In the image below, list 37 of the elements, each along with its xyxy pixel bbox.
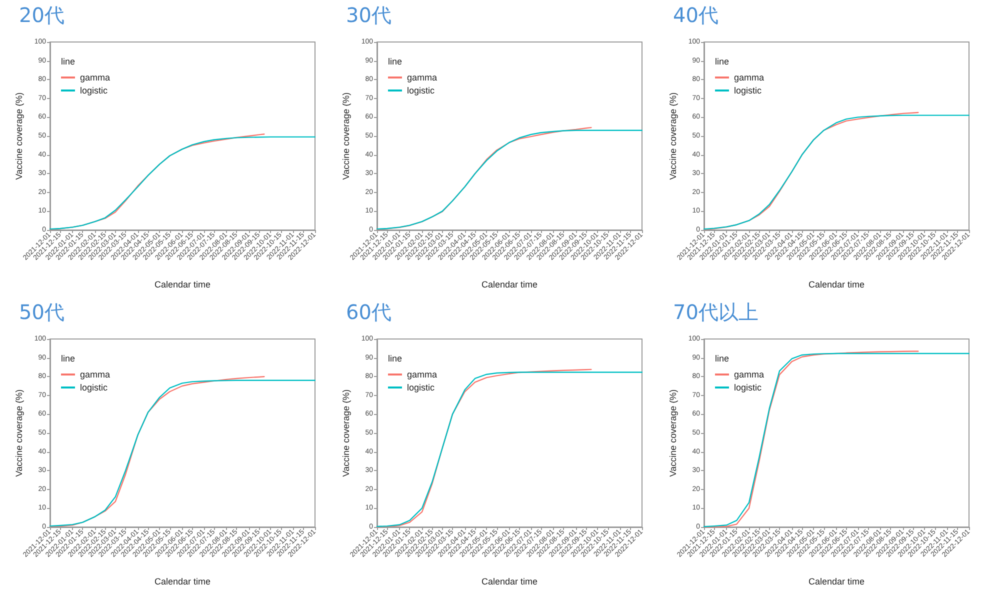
y-axis-title: Vaccine coverage (%): [14, 92, 24, 180]
chart-title: 70代以上: [673, 300, 758, 324]
chart-title: 20代: [19, 3, 64, 27]
legend-label: logistic: [734, 382, 762, 392]
legend-title: line: [715, 56, 730, 66]
legend-label: gamma: [80, 369, 110, 379]
legend-title: line: [388, 56, 402, 66]
legend-label: logistic: [407, 86, 436, 96]
y-axis-title: Vaccine coverage (%): [668, 388, 678, 476]
x-axis-title: Calendar time: [808, 576, 865, 586]
y-axis-title: Vaccine coverage (%): [14, 388, 24, 476]
y-axis-title: Vaccine coverage (%): [668, 92, 678, 180]
legend-title: line: [388, 353, 402, 363]
legend-title: line: [715, 353, 730, 363]
chart-title: 40代: [673, 3, 718, 27]
legend-label: gamma: [80, 72, 110, 82]
legend-label: gamma: [734, 369, 764, 379]
x-axis-title: Calendar time: [481, 280, 538, 290]
chart-title: 50代: [19, 300, 64, 324]
legend-label: gamma: [407, 72, 438, 82]
y-axis-title: Vaccine coverage (%): [340, 388, 351, 476]
legend-title: line: [61, 56, 76, 66]
line-series: [703, 350, 919, 528]
x-axis-title: Calendar time: [154, 280, 211, 290]
x-axis-title: Calendar time: [154, 576, 211, 586]
legend-label: gamma: [407, 369, 438, 379]
legend-title: line: [61, 353, 76, 363]
legend-label: logistic: [80, 86, 108, 96]
x-axis-title: Calendar time: [481, 576, 538, 586]
chart-title: 30代: [346, 3, 392, 27]
legend-label: logistic: [407, 382, 436, 392]
chart-title: 60代: [346, 300, 392, 324]
legend-label: gamma: [734, 72, 764, 82]
y-axis-title: Vaccine coverage (%): [340, 92, 351, 180]
x-axis-title: Calendar time: [808, 280, 865, 290]
legend-label: logistic: [734, 86, 762, 96]
legend-label: logistic: [80, 382, 108, 392]
